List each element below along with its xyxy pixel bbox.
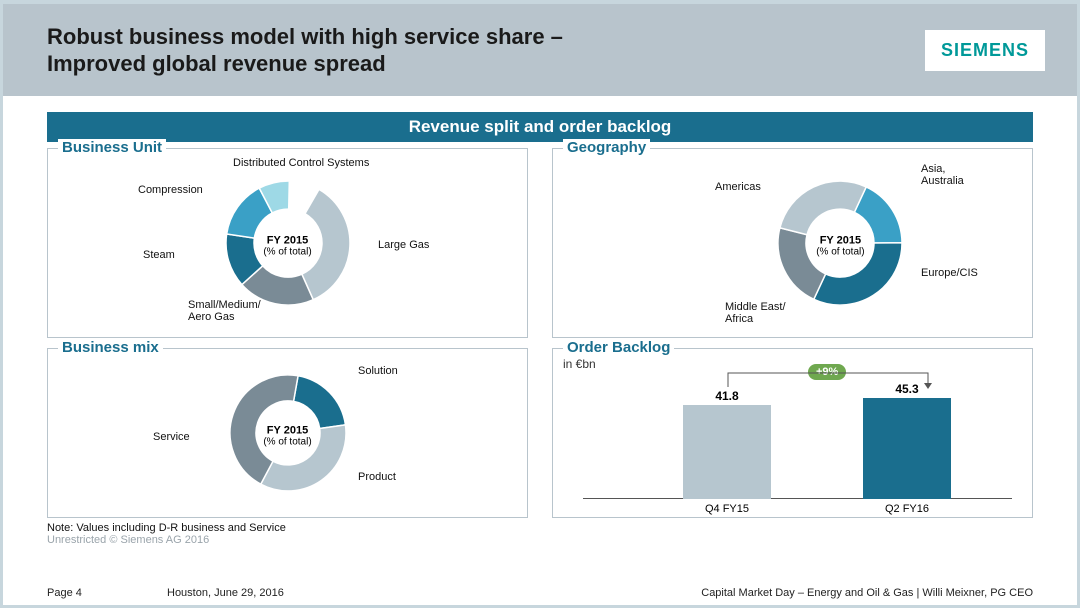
footer-row: Page 4 Houston, June 29, 2016 Capital Ma…	[47, 585, 1033, 599]
chart-label: Service	[153, 431, 190, 443]
title-line-1: Robust business model with high service …	[47, 24, 563, 49]
panel-title-order-backlog: Order Backlog	[563, 339, 674, 356]
donut-center-label: FY 2015(% of total)	[805, 234, 875, 257]
chart-label: Steam	[143, 249, 175, 261]
logo-box: SIEMENS	[925, 30, 1045, 71]
footnote: Note: Values including D-R business and …	[47, 522, 1033, 534]
chart-label: Europe/CIS	[921, 267, 978, 279]
donut-slice	[293, 376, 345, 429]
donut-slice	[780, 181, 866, 235]
panel-title-business-mix: Business mix	[58, 339, 163, 356]
panel-business-mix: Business mix FY 2015(% of total) Solutio…	[47, 348, 528, 518]
bar-column: 41.8Q4 FY15	[683, 389, 771, 499]
chart-label: Middle East/Africa	[725, 301, 786, 325]
location-date: Houston, June 29, 2016	[167, 587, 284, 599]
chart-label: Solution	[358, 365, 398, 377]
donut-business-mix: FY 2015(% of total)	[230, 375, 346, 496]
content-area: Revenue split and order backlog Business…	[3, 96, 1077, 556]
donut-business-unit: FY 2015(% of total)	[226, 181, 350, 310]
title-line-2: Improved global revenue spread	[47, 51, 386, 76]
copyright: Unrestricted © Siemens AG 2016	[47, 534, 1033, 546]
page-number: Page 4	[47, 587, 82, 599]
donut-center-label: FY 2015(% of total)	[253, 234, 323, 257]
chart-label: Large Gas	[378, 239, 429, 251]
chart-label: Small/Medium/Aero Gas	[188, 299, 261, 323]
siemens-logo: SIEMENS	[941, 40, 1029, 60]
bar-rect	[863, 398, 951, 499]
donut-geography: FY 2015(% of total)	[778, 181, 902, 310]
header-bar: Robust business model with high service …	[3, 4, 1077, 96]
bar-category: Q2 FY16	[847, 499, 967, 515]
panel-business-unit: Business Unit FY 2015(% of total) Large …	[47, 148, 528, 338]
bar-category: Q4 FY15	[667, 499, 787, 515]
section-banner: Revenue split and order backlog	[47, 112, 1033, 142]
chart-label: Distributed Control Systems	[233, 157, 369, 169]
panel-grid: Business Unit FY 2015(% of total) Large …	[47, 148, 1033, 518]
bars-area: 41.8Q4 FY15 45.3Q2 FY16	[553, 379, 1032, 499]
panel-title-business-unit: Business Unit	[58, 139, 166, 156]
chart-label: Product	[358, 471, 396, 483]
chart-label: Asia,Australia	[921, 163, 964, 187]
growth-bracket	[708, 363, 968, 393]
slide-title: Robust business model with high service …	[47, 23, 563, 78]
donut-center-label: FY 2015(% of total)	[253, 424, 323, 447]
bar-column: 45.3Q2 FY16	[863, 382, 951, 499]
slide: Robust business model with high service …	[0, 0, 1080, 608]
panel-title-geography: Geography	[563, 139, 650, 156]
footer-right: Capital Market Day – Energy and Oil & Ga…	[701, 587, 1033, 599]
panel-order-backlog: Order Backlog in €bn 41.8Q4 FY1545.3Q2 F…	[552, 348, 1033, 518]
chart-label: Americas	[715, 181, 761, 193]
chart-label: Compression	[138, 184, 203, 196]
panel-geography: Geography FY 2015(% of total) Asia,Austr…	[552, 148, 1033, 338]
bar-rect	[683, 405, 771, 499]
